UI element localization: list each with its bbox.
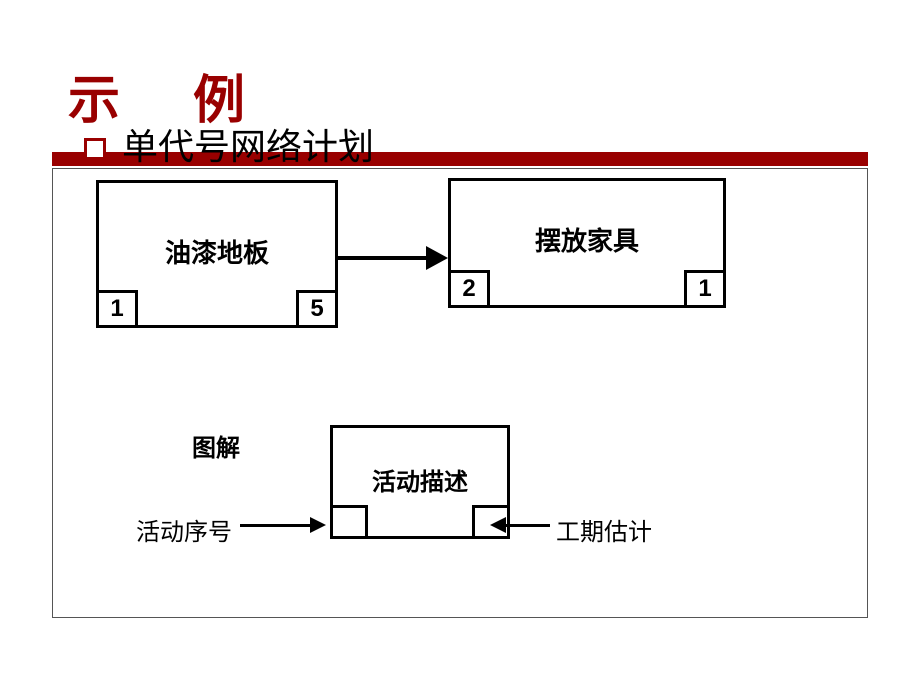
activity-node-2: 摆放家具 2 1 xyxy=(448,178,726,308)
bullet-square-icon xyxy=(84,138,106,160)
activity-node-2-dur-box: 1 xyxy=(684,270,726,308)
activity-node-1-dur: 5 xyxy=(310,295,323,323)
legend-left-arrow-shaft xyxy=(240,524,312,527)
arrow-main-shaft xyxy=(338,256,430,260)
legend-left-arrow-head-icon xyxy=(310,517,326,533)
legend-right-label: 工期估计 xyxy=(556,512,652,547)
activity-node-1-dur-box: 5 xyxy=(296,290,338,328)
activity-node-2-dur: 1 xyxy=(698,275,711,303)
legend-title: 图解 xyxy=(192,428,240,463)
slide: 示 例 单代号网络计划 油漆地板 1 5 摆放家具 2 1 图解 活动描述 活动… xyxy=(0,0,920,690)
arrow-main-head-icon xyxy=(426,246,448,270)
legend-right-arrow-shaft xyxy=(506,524,550,527)
legend-left-label: 活动序号 xyxy=(136,512,232,547)
activity-node-2-label: 摆放家具 xyxy=(451,221,723,258)
activity-node-1-seq: 1 xyxy=(110,295,123,323)
activity-node-1: 油漆地板 1 5 xyxy=(96,180,338,328)
activity-node-2-seq-box: 2 xyxy=(448,270,490,308)
activity-node-2-seq: 2 xyxy=(462,275,475,303)
activity-node-1-label: 油漆地板 xyxy=(99,233,335,270)
legend-right-arrow-head-icon xyxy=(490,517,506,533)
subtitle: 单代号网络计划 xyxy=(122,118,374,170)
legend-node-label: 活动描述 xyxy=(333,462,507,497)
activity-node-1-seq-box: 1 xyxy=(96,290,138,328)
legend-node: 活动描述 xyxy=(330,425,510,539)
legend-node-seq-box xyxy=(330,505,368,539)
